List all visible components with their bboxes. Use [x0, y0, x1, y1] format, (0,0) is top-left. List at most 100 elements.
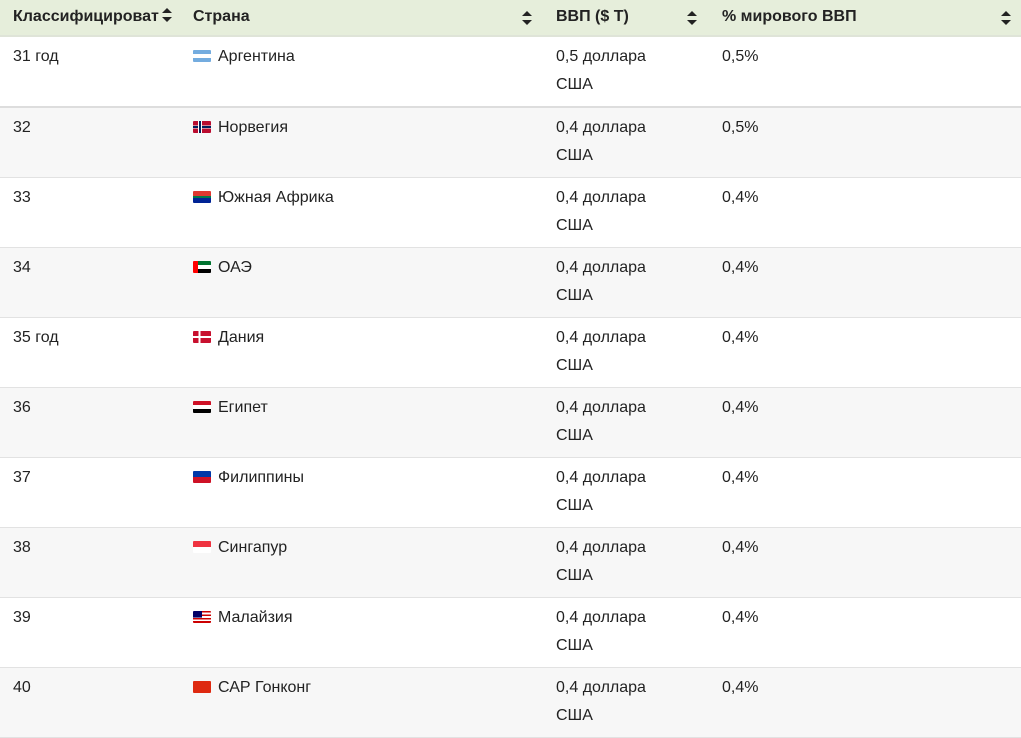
gdp-currency: США	[556, 147, 593, 164]
share-value: 0,4%	[722, 609, 759, 626]
country-cell: Сингапур	[180, 527, 543, 598]
rank: 38	[13, 539, 31, 556]
gdp-value: 0,4 доллара	[556, 539, 646, 556]
gdp-cell: 0,4 доллара США	[543, 387, 709, 458]
gdp-currency: США	[556, 567, 593, 584]
country-name: Дания	[218, 329, 265, 346]
country-cell: Норвегия	[180, 107, 543, 178]
gdp-cell: 0,5 доллара США	[543, 36, 709, 108]
country-cell: Южная Африка	[180, 177, 543, 248]
singapore-flag-icon	[193, 541, 211, 553]
rank: 39	[13, 609, 31, 626]
sort-icon[interactable]	[687, 11, 697, 25]
country-cell: Малайзия	[180, 597, 543, 668]
gdp-value: 0,4 доллара	[556, 189, 646, 206]
malaysia-flag-icon	[193, 611, 211, 623]
share-cell: 0,4%	[709, 527, 1021, 598]
share-value: 0,4%	[722, 469, 759, 486]
header-label: ВВП ($ Т)	[556, 8, 629, 25]
share-cell: 0,5%	[709, 107, 1021, 178]
table-row: 33 Южная Африка 0,4 доллара США 0,4%	[0, 177, 1021, 248]
gdp-currency: США	[556, 76, 593, 93]
egypt-flag-icon	[193, 401, 211, 413]
header-label: % мирового ВВП	[722, 8, 857, 25]
header-label-wrap: Классифицироват	[13, 8, 172, 26]
gdp-value: 0,4 доллара	[556, 399, 646, 416]
share-cell: 0,5%	[709, 36, 1021, 108]
share-value: 0,4%	[722, 679, 759, 696]
share-value: 0,5%	[722, 119, 759, 136]
country-cell: Филиппины	[180, 457, 543, 528]
table-row: 36 Египет 0,4 доллара США 0,4%	[0, 387, 1021, 458]
gdp-currency: США	[556, 707, 593, 724]
country-cell: Дания	[180, 317, 543, 388]
table-row: 40 САР Гонконг 0,4 доллара США 0,4%	[0, 667, 1021, 738]
country-name: САР Гонконг	[218, 679, 312, 696]
table-row: 31 год Аргентина 0,5 доллара США 0,5%	[0, 36, 1021, 108]
rank: 34	[13, 259, 31, 276]
table-row: 35 год Дания 0,4 доллара США 0,4%	[0, 317, 1021, 388]
table-row: 38 Сингапур 0,4 доллара США 0,4%	[0, 527, 1021, 598]
sort-icon[interactable]	[161, 8, 172, 22]
share-value: 0,4%	[722, 399, 759, 416]
country-cell: Египет	[180, 387, 543, 458]
rank: 36	[13, 399, 31, 416]
column-header-country[interactable]: Страна	[180, 0, 543, 37]
rank-cell: 40	[0, 667, 180, 738]
norway-flag-icon	[193, 121, 211, 133]
share-cell: 0,4%	[709, 317, 1021, 388]
share-cell: 0,4%	[709, 387, 1021, 458]
rank-cell: 39	[0, 597, 180, 668]
gdp-currency: США	[556, 427, 593, 444]
country-name: Норвегия	[218, 119, 289, 136]
column-header-rank[interactable]: Классифицироват	[0, 0, 180, 37]
philippines-flag-icon	[193, 471, 211, 483]
share-cell: 0,4%	[709, 597, 1021, 668]
rank-cell: 38	[0, 527, 180, 598]
table-row: 34 ОАЭ 0,4 доллара США 0,4%	[0, 247, 1021, 318]
country-name: Аргентина	[218, 48, 295, 65]
rank: 32	[13, 119, 31, 136]
rank: 31 год	[13, 48, 59, 65]
rank-cell: 35 год	[0, 317, 180, 388]
header-label: Страна	[193, 8, 250, 25]
share-cell: 0,4%	[709, 177, 1021, 248]
rank-cell: 34	[0, 247, 180, 318]
sort-icon[interactable]	[522, 11, 532, 25]
header-row: Классифицироват Страна ВВП ($ Т) % миров…	[0, 0, 1021, 37]
gdp-value: 0,5 доллара	[556, 48, 646, 65]
table-row: 39 Малайзия 0,4 доллара США 0,4%	[0, 597, 1021, 668]
sort-icon[interactable]	[1001, 11, 1011, 25]
gdp-value: 0,4 доллара	[556, 609, 646, 626]
south-africa-flag-icon	[193, 191, 211, 203]
gdp-currency: США	[556, 637, 593, 654]
gdp-cell: 0,4 доллара США	[543, 527, 709, 598]
denmark-flag-icon	[193, 331, 211, 343]
share-value: 0,5%	[722, 48, 759, 65]
share-value: 0,4%	[722, 539, 759, 556]
rank-cell: 37	[0, 457, 180, 528]
country-name: Филиппины	[218, 469, 304, 486]
table-row: 32 Норвегия 0,4 доллара США 0,5%	[0, 107, 1021, 178]
gdp-value: 0,4 доллара	[556, 679, 646, 696]
gdp-currency: США	[556, 497, 593, 514]
rank-cell: 33	[0, 177, 180, 248]
gdp-cell: 0,4 доллара США	[543, 667, 709, 738]
hong-kong-flag-icon	[193, 681, 211, 693]
rank-cell: 36	[0, 387, 180, 458]
country-cell: ОАЭ	[180, 247, 543, 318]
share-cell: 0,4%	[709, 667, 1021, 738]
country-cell: Аргентина	[180, 36, 543, 108]
share-cell: 0,4%	[709, 457, 1021, 528]
rank-cell: 31 год	[0, 36, 180, 108]
column-header-share[interactable]: % мирового ВВП	[709, 0, 1021, 37]
country-name: Египет	[218, 399, 268, 416]
country-name: ОАЭ	[218, 259, 252, 276]
gdp-cell: 0,4 доллара США	[543, 247, 709, 318]
gdp-value: 0,4 доллара	[556, 469, 646, 486]
gdp-cell: 0,4 доллара США	[543, 107, 709, 178]
gdp-cell: 0,4 доллара США	[543, 317, 709, 388]
column-header-gdp[interactable]: ВВП ($ Т)	[543, 0, 709, 37]
table-row: 37 Филиппины 0,4 доллара США 0,4%	[0, 457, 1021, 528]
